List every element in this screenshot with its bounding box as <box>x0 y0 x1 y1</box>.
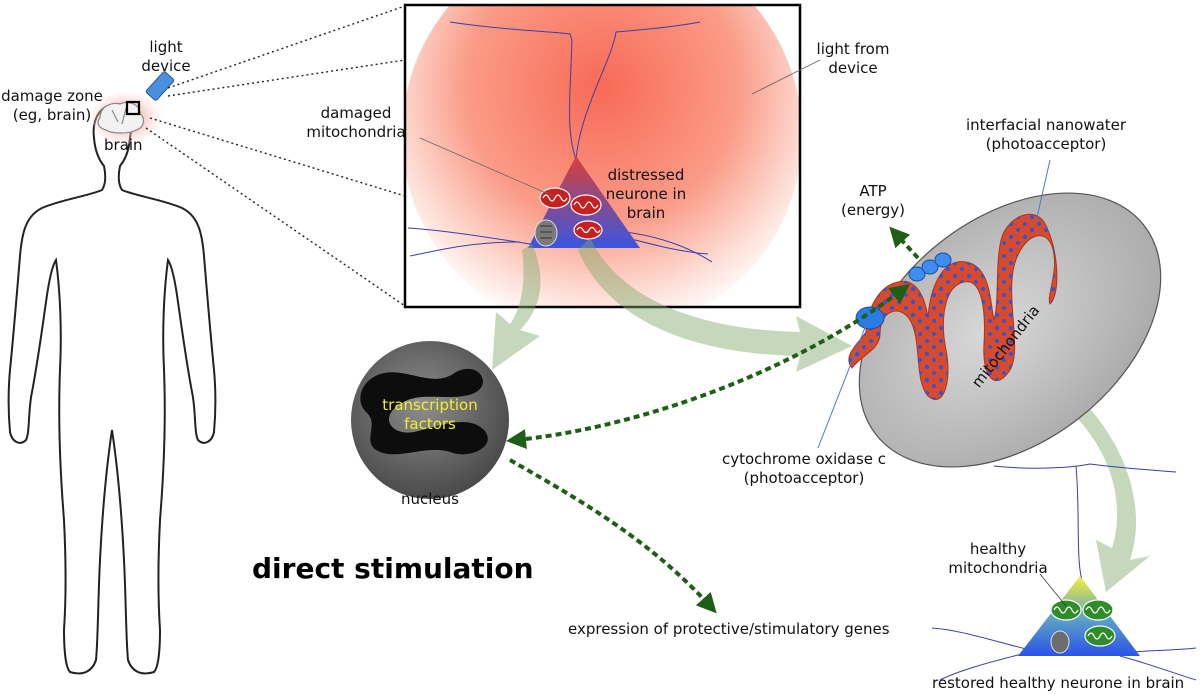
healthy-mitochondria-2 <box>1082 599 1114 621</box>
light-glow <box>405 5 800 307</box>
nucleus-label: nucleus <box>401 490 459 508</box>
gene-expression-label: expression of protective/stimulatory gen… <box>568 620 890 638</box>
damaged-mitochondria-1 <box>539 187 571 209</box>
inset-panel <box>403 3 802 309</box>
transcription-factors-label: transcription factors <box>382 396 478 433</box>
distressed-neurone <box>528 156 640 248</box>
brain-icon <box>97 101 145 134</box>
human-body-outline <box>7 102 217 675</box>
neurone-processes <box>407 21 713 263</box>
gene-expression-arrow <box>509 458 717 614</box>
light-from-device-label: light from device <box>816 40 890 77</box>
nanowater-label: interfacial nanowater (photoacceptor) <box>965 116 1127 153</box>
cytochrome-label: cytochrome oxidase c (photoacceptor) <box>721 450 887 487</box>
brain-label: brain <box>104 136 143 154</box>
nanowater-markers <box>908 252 952 282</box>
healthy-mitochondria-label: healthy mitochondria <box>948 540 1048 577</box>
healthy-mitochondria-1 <box>1050 599 1082 621</box>
signal-arrows <box>506 226 920 614</box>
light-leader <box>751 59 821 95</box>
dead-mitochondria <box>534 219 558 247</box>
diagram-heading: direct stimulation <box>252 552 534 585</box>
healthy-neurone <box>931 463 1197 681</box>
damage-zone-box <box>125 100 141 116</box>
damaged-mitochondria-2 <box>570 194 602 216</box>
light-device-icon <box>145 71 175 101</box>
atp-arrow <box>889 226 920 260</box>
arrow-to-healthy <box>1030 368 1150 592</box>
healthy-mito-leader <box>1039 573 1067 607</box>
distressed-neurone-label: distressed neurone in brain <box>605 166 687 222</box>
atp-label: ATP (energy) <box>841 182 905 219</box>
light-device-label: light device <box>141 38 191 75</box>
damage-zone-label: damage zone (eg, brain) <box>1 87 103 124</box>
mitochondria-organelle <box>848 192 1162 468</box>
damaged-mito-leader <box>419 137 554 197</box>
healthy-mitochondria-3 <box>1084 625 1116 647</box>
chromatin <box>360 368 488 455</box>
damaged-mitochondria-label: damaged mitochondria <box>306 104 406 141</box>
restored-neurone-label: restored healthy neurone in brain <box>932 674 1185 692</box>
projection-lines <box>145 5 406 307</box>
nanowater-leader <box>1035 159 1051 223</box>
nucleus-mito-arrow <box>506 283 910 449</box>
damaged-mitochondria-3 <box>573 220 603 240</box>
nucleus <box>351 341 509 499</box>
